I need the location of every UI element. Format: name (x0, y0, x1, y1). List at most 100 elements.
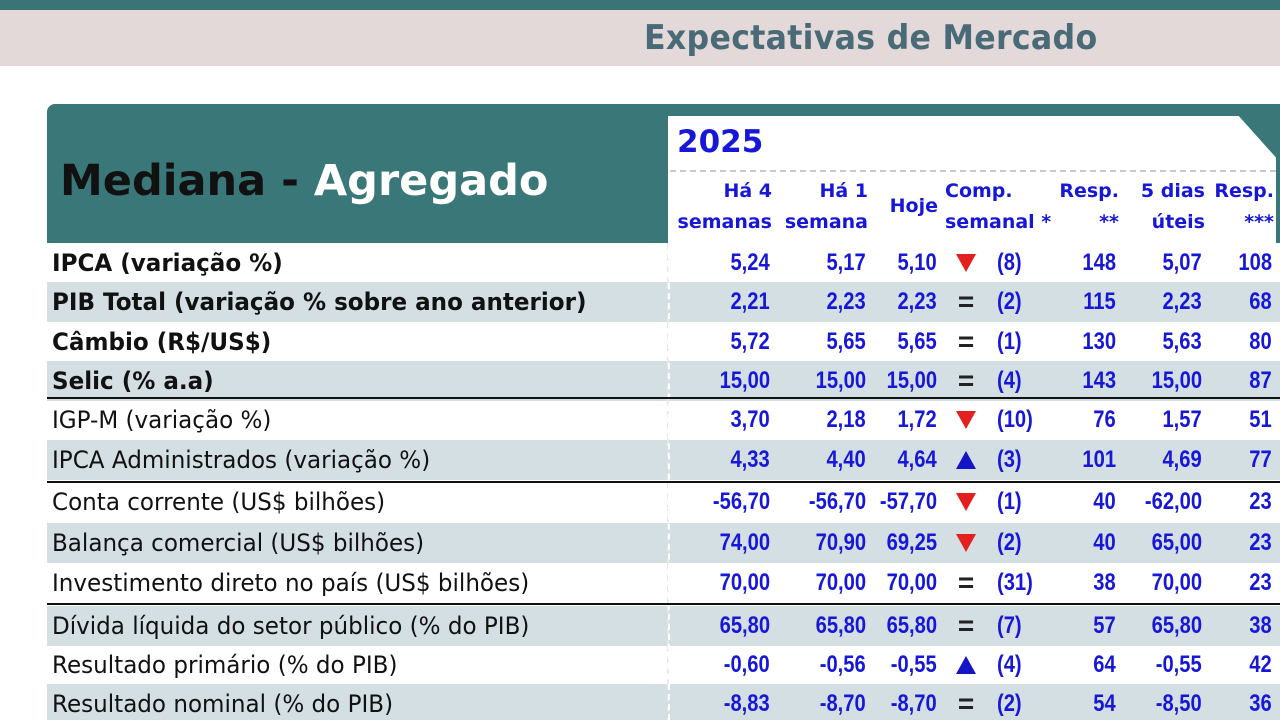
row-label: Resultado nominal (% do PIB) (52, 690, 394, 718)
down-triangle-icon (956, 534, 976, 552)
down-triangle-icon (956, 254, 976, 272)
col-header-today: Hoje (880, 191, 938, 222)
cell-comp: (2) (997, 690, 1022, 717)
cell-dias5: 5,07 (1162, 249, 1202, 276)
trend-equal-icon: = (953, 322, 979, 362)
header-band (0, 10, 1280, 66)
cell-comp: (3) (997, 446, 1022, 473)
col-header-line: úteis (1151, 211, 1205, 233)
cell-comp: (2) (997, 288, 1022, 315)
cell-resp: 64 (1093, 651, 1116, 678)
trend-down-icon (953, 243, 979, 283)
cell-resp3: 23 (1249, 488, 1272, 515)
table-row: Câmbio (R$/US$) 5,72 5,65 5,65 130 5,63 80 = (1) (47, 322, 1280, 362)
trend-equal-icon: = (953, 684, 979, 720)
panel-title: Mediana - Agregado (60, 156, 548, 206)
cell-resp: 101 (1082, 446, 1116, 473)
col-header-5-business-days: 5 dias úteis (1130, 176, 1205, 238)
col-header-line: Há 4 (723, 180, 772, 202)
cell-ha1: -56,70 (808, 488, 866, 515)
cell-resp: 148 (1082, 249, 1116, 276)
cell-dias5: -0,55 (1156, 651, 1202, 678)
cell-resp: 54 (1093, 690, 1116, 717)
cell-ha1: 2,23 (826, 288, 866, 315)
cell-ha1: 70,90 (815, 529, 866, 556)
table-row: Dívida líquida do setor público (% do PI… (47, 606, 1280, 646)
cell-ha4: 74,00 (719, 529, 770, 556)
cell-comp: (1) (997, 488, 1022, 515)
cell-resp3: 23 (1249, 569, 1272, 596)
table-row: IGP-M (variação %) 3,70 2,18 1,72 76 1,57 51 (1… (47, 400, 1280, 440)
group-separator (47, 481, 1280, 483)
panel-header-top-edge (668, 104, 1280, 116)
equal-sign-icon: = (957, 688, 975, 719)
table-row: Balança comercial (US$ bilhões) 74,00 70,9… (47, 523, 1280, 563)
top-accent-strip (0, 0, 1280, 10)
page-title: Expectativas de Mercado (644, 18, 1098, 58)
panel-header-left (47, 104, 668, 243)
cell-dias5: -62,00 (1144, 488, 1202, 515)
row-label: Dívida líquida do setor público (% do PI… (52, 612, 530, 640)
cell-ha1: -0,56 (820, 651, 866, 678)
cell-resp: 40 (1093, 529, 1116, 556)
cell-hoje: -57,70 (879, 488, 937, 515)
cell-hoje: 5,65 (897, 328, 937, 355)
cell-dias5: 1,57 (1162, 406, 1202, 433)
cell-dias5: 5,63 (1162, 328, 1202, 355)
panel-right-edge (1276, 104, 1280, 243)
trend-down-icon (953, 482, 979, 522)
cell-comp: (10) (997, 406, 1033, 433)
cell-resp3: 77 (1249, 446, 1272, 473)
row-label: PIB Total (variação % sobre ano anterior… (52, 288, 587, 316)
cell-hoje: 4,64 (897, 446, 937, 473)
col-header-line: Resp. (1214, 180, 1274, 202)
row-label: Conta corrente (US$ bilhões) (52, 488, 386, 516)
cell-hoje: 5,10 (897, 249, 937, 276)
cell-hoje: 1,72 (897, 406, 937, 433)
panel-title-part1: Mediana - (60, 156, 314, 206)
cell-resp3: 87 (1249, 367, 1272, 394)
cell-ha4: -8,83 (724, 690, 770, 717)
cell-ha1: 70,00 (815, 569, 866, 596)
equal-sign-icon: = (957, 567, 975, 598)
cell-resp3: 42 (1249, 651, 1272, 678)
cell-resp3: 68 (1249, 288, 1272, 315)
cell-comp: (1) (997, 328, 1022, 355)
row-label: Balança comercial (US$ bilhões) (52, 529, 425, 557)
trend-equal-icon: = (953, 606, 979, 646)
table-row: PIB Total (variação % sobre ano anterior… (47, 282, 1280, 322)
group-separator (47, 397, 1280, 399)
col-header-line: Comp. (945, 180, 1013, 202)
group-separator (47, 603, 1280, 605)
cell-ha4: -56,70 (712, 488, 770, 515)
cell-hoje: 69,25 (886, 529, 937, 556)
down-triangle-icon (956, 411, 976, 429)
table-row: Resultado primário (% do PIB) -0,60 -0,56 -… (47, 645, 1280, 685)
cell-resp3: 80 (1249, 328, 1272, 355)
col-header-1-week-ago: Há 1 semana (776, 176, 868, 238)
col-header-line: semana (784, 211, 868, 233)
cell-ha1: 4,40 (826, 446, 866, 473)
cell-resp: 115 (1083, 288, 1116, 315)
cell-ha1: 15,00 (815, 367, 866, 394)
cell-ha1: -8,70 (820, 690, 866, 717)
col-header-weekly-comparison: Comp. semanal * (945, 176, 1055, 238)
cell-comp: (2) (997, 529, 1022, 556)
col-header-line: 5 dias (1140, 180, 1205, 202)
cell-resp3: 108 (1238, 249, 1272, 276)
row-label: Resultado primário (% do PIB) (52, 651, 398, 679)
year-label: 2025 (677, 124, 764, 160)
cell-ha4: -0,60 (724, 651, 770, 678)
cell-resp3: 38 (1249, 612, 1272, 639)
col-header-line: ** (1099, 211, 1119, 233)
cell-dias5: 15,00 (1151, 367, 1202, 394)
cell-hoje: -8,70 (891, 690, 937, 717)
trend-up-icon (953, 440, 979, 480)
cell-ha4: 5,24 (730, 249, 770, 276)
cell-resp: 40 (1093, 488, 1116, 515)
cell-comp: (8) (997, 249, 1022, 276)
row-label: Selic (% a.a) (52, 367, 214, 395)
cell-ha1: 2,18 (826, 406, 866, 433)
cell-dias5: 4,69 (1162, 446, 1202, 473)
table-row: IPCA Administrados (variação %) 4,33 4,40 4… (47, 440, 1280, 480)
